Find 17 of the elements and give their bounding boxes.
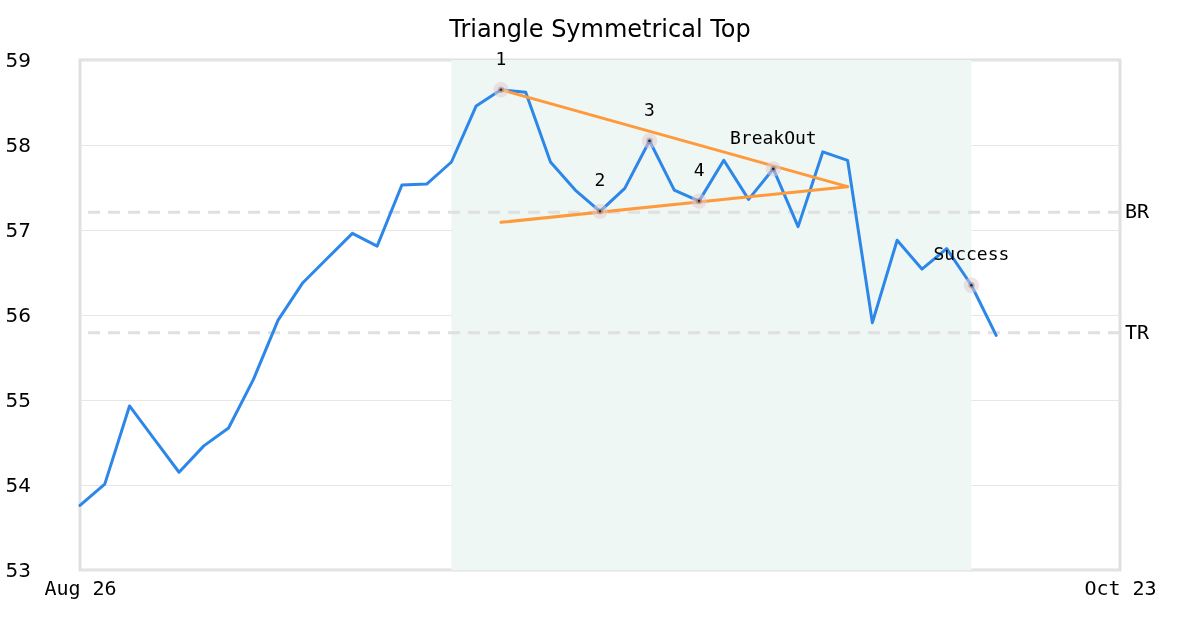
y-tick-label: 53 xyxy=(5,557,31,582)
ref-line-label: BR xyxy=(1125,199,1151,224)
y-tick-label: 54 xyxy=(5,472,31,497)
y-tick-label: 55 xyxy=(5,387,31,412)
x-tick-label: Oct 23 xyxy=(1084,575,1157,600)
y-tick-label: 58 xyxy=(5,132,31,157)
y-tick-label: 57 xyxy=(5,217,31,242)
y-tick-label: 59 xyxy=(5,47,31,72)
y-tick-label: 56 xyxy=(5,302,31,327)
chart-title: Triangle Symmetrical Top xyxy=(448,15,751,43)
annotation: BreakOut xyxy=(729,126,817,148)
annotation: 2 xyxy=(594,169,606,191)
annotation: 1 xyxy=(495,47,507,69)
x-tick-label: Aug 26 xyxy=(44,575,117,600)
annotation: 4 xyxy=(693,159,705,181)
ref-line-label: TR xyxy=(1125,319,1151,344)
annotation: 3 xyxy=(644,98,655,120)
